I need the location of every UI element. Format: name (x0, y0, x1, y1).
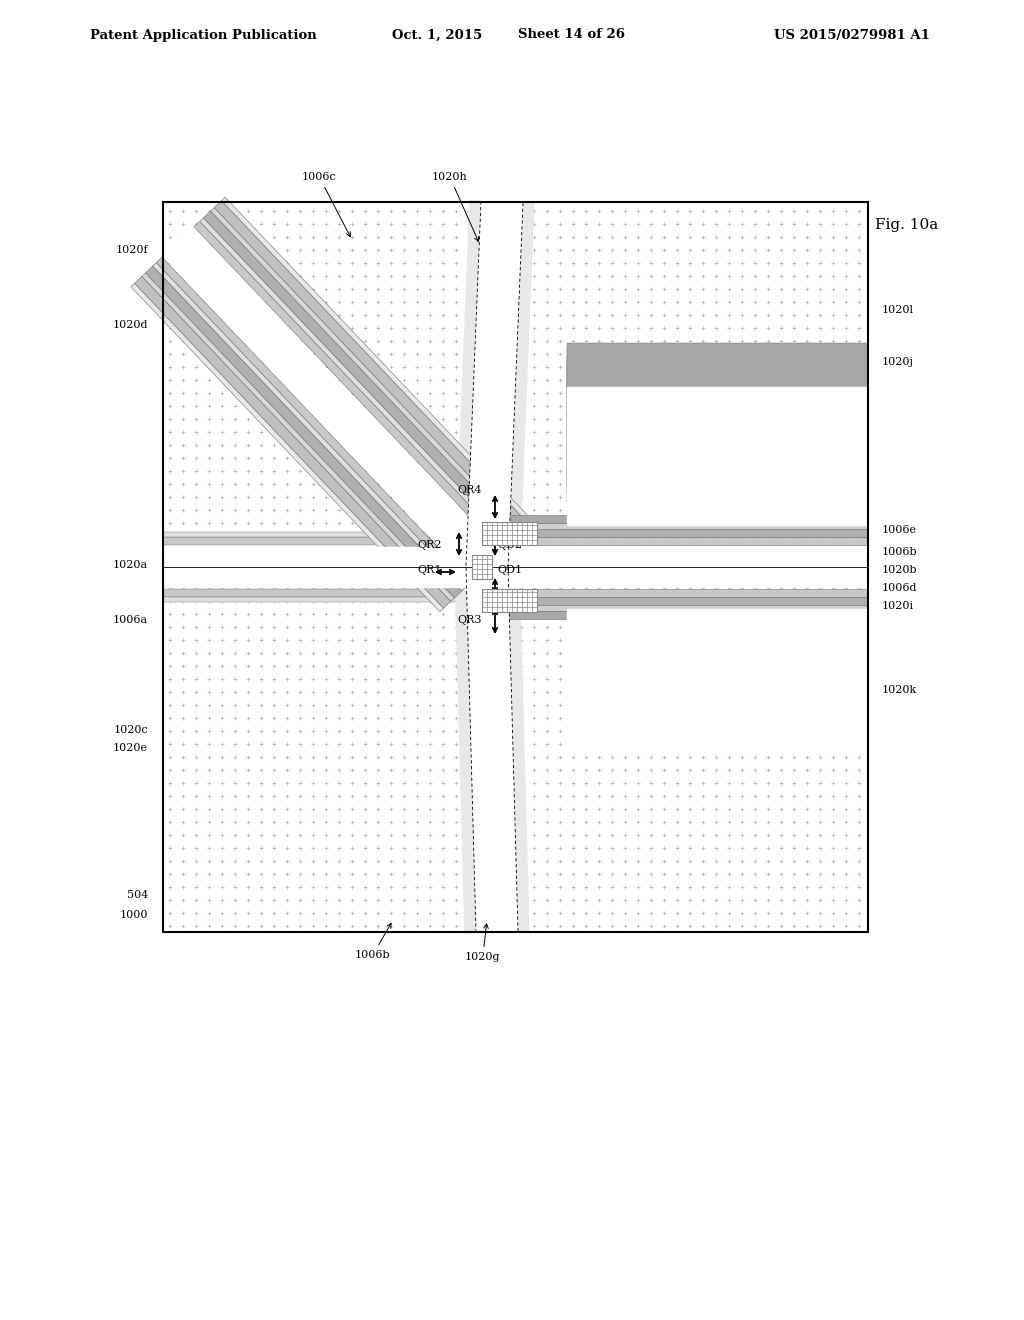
Polygon shape (211, 207, 523, 536)
Text: 1006c: 1006c (302, 172, 350, 236)
Text: 1020g: 1020g (465, 924, 501, 962)
Text: QR1: QR1 (418, 565, 442, 576)
Text: 1000: 1000 (120, 909, 148, 920)
Polygon shape (131, 284, 443, 611)
Polygon shape (141, 273, 455, 602)
Bar (163, 202, 868, 932)
Text: QR3: QR3 (458, 615, 482, 624)
Text: 1020f: 1020f (116, 246, 148, 255)
Polygon shape (163, 597, 487, 602)
Polygon shape (467, 566, 517, 932)
Polygon shape (214, 201, 530, 532)
Bar (472, 554, 492, 579)
Polygon shape (487, 546, 868, 587)
Text: 1020i: 1020i (882, 601, 914, 611)
Text: 1006b: 1006b (355, 924, 391, 960)
Polygon shape (200, 218, 512, 546)
Text: 1020h: 1020h (432, 172, 478, 242)
Text: QD2: QD2 (498, 540, 522, 550)
Polygon shape (455, 566, 529, 933)
Polygon shape (157, 257, 471, 587)
Polygon shape (487, 589, 868, 597)
Text: 1020k: 1020k (882, 685, 918, 696)
Text: 1020c: 1020c (114, 725, 148, 735)
Polygon shape (163, 537, 487, 545)
Text: 1006b: 1006b (882, 546, 918, 557)
Polygon shape (163, 532, 487, 537)
Polygon shape (487, 605, 868, 611)
Text: 504: 504 (127, 890, 148, 900)
Polygon shape (567, 609, 868, 747)
Polygon shape (164, 228, 502, 581)
Polygon shape (567, 366, 868, 503)
Text: 1020d: 1020d (113, 319, 148, 330)
Polygon shape (134, 276, 451, 609)
Text: Sheet 14 of 26: Sheet 14 of 26 (518, 29, 626, 41)
Polygon shape (467, 566, 517, 932)
Text: 1006a: 1006a (113, 615, 148, 624)
Polygon shape (455, 201, 534, 569)
Text: QR2: QR2 (418, 540, 442, 550)
Polygon shape (487, 523, 868, 529)
Text: 1020e: 1020e (113, 743, 148, 752)
Text: Oct. 1, 2015: Oct. 1, 2015 (392, 29, 482, 41)
Polygon shape (163, 202, 868, 932)
Text: Patent Application Publication: Patent Application Publication (90, 29, 316, 41)
Text: 1020j: 1020j (882, 356, 914, 367)
Polygon shape (487, 515, 868, 523)
Polygon shape (567, 343, 868, 480)
Bar (482, 521, 537, 545)
Polygon shape (567, 387, 868, 525)
Text: 1020a: 1020a (113, 560, 148, 570)
Text: US 2015/0279981 A1: US 2015/0279981 A1 (774, 29, 930, 41)
Polygon shape (221, 197, 535, 525)
Polygon shape (567, 356, 868, 495)
Text: 1006d: 1006d (882, 583, 918, 593)
Text: Fig. 10a: Fig. 10a (874, 218, 938, 232)
Bar (482, 589, 537, 612)
Polygon shape (467, 201, 522, 568)
Polygon shape (194, 222, 509, 552)
Text: QR4: QR4 (458, 484, 482, 495)
Polygon shape (487, 611, 868, 619)
Text: 1020b: 1020b (882, 565, 918, 576)
Polygon shape (487, 537, 868, 545)
Polygon shape (487, 529, 868, 537)
Text: 1006e: 1006e (882, 525, 918, 535)
Text: QD1: QD1 (498, 565, 522, 576)
Polygon shape (153, 263, 465, 591)
Polygon shape (467, 201, 522, 568)
Polygon shape (487, 597, 868, 605)
Text: 1020l: 1020l (882, 305, 914, 315)
Polygon shape (204, 211, 519, 543)
Polygon shape (163, 546, 487, 587)
Polygon shape (567, 348, 868, 487)
Polygon shape (163, 589, 487, 597)
Polygon shape (145, 267, 462, 598)
